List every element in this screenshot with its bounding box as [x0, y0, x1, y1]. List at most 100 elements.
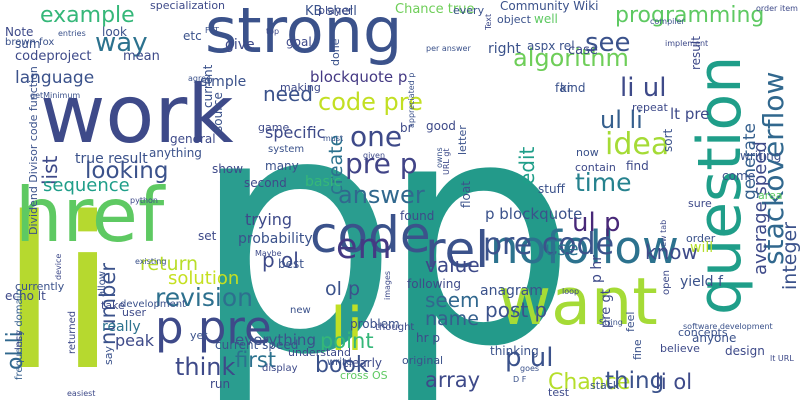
- cloud-word: hr p: [416, 331, 440, 345]
- cloud-word: images: [383, 270, 392, 300]
- cloud-word: many: [265, 159, 299, 173]
- cloud-word: sure: [688, 197, 712, 210]
- cloud-word: give: [225, 37, 255, 53]
- cloud-word: following: [407, 277, 461, 291]
- cloud-word: URL gt: [442, 148, 451, 175]
- cloud-word: etc: [183, 29, 202, 43]
- cloud-word: li: [0, 172, 117, 400]
- cloud-word: contain: [575, 161, 616, 174]
- cloud-word: true result: [75, 151, 148, 167]
- cloud-word: know: [645, 240, 698, 264]
- cloud-word: source: [211, 92, 225, 132]
- cloud-word: li ul: [620, 73, 667, 103]
- cloud-word: ul p: [572, 208, 621, 238]
- cloud-word: device: [54, 253, 63, 280]
- cloud-word: loop: [562, 287, 580, 296]
- cloud-word: making: [280, 81, 321, 94]
- cloud-word: system: [268, 144, 305, 155]
- cloud-word: less: [14, 330, 25, 350]
- cloud-word: getMinimum: [30, 91, 81, 100]
- cloud-word: top: [266, 27, 280, 36]
- cloud-word: yet: [190, 329, 208, 342]
- cloud-word: code pre: [318, 88, 423, 116]
- cloud-word: development: [120, 299, 186, 310]
- cloud-word: see: [585, 28, 631, 58]
- cloud-word: nofollow: [490, 221, 679, 274]
- cloud-word: pre p: [345, 147, 418, 180]
- cloud-word: player: [318, 4, 353, 17]
- cloud-word: take: [101, 299, 125, 312]
- cloud-word: li: [330, 295, 364, 365]
- cloud-word: href: [15, 171, 165, 259]
- cloud-word: will: [690, 240, 714, 256]
- cloud-word: blockquote p: [310, 68, 408, 86]
- cloud-word: aspx rel: [527, 39, 575, 53]
- cloud-word: algorithm: [513, 44, 629, 72]
- cloud-word: best: [278, 257, 304, 271]
- cloud-word: thing: [605, 368, 665, 394]
- cloud-word: say: [102, 346, 115, 365]
- cloud-word: anagram: [480, 283, 543, 299]
- cloud-word: em: [336, 227, 392, 267]
- cloud-word: area: [758, 189, 783, 202]
- cloud-word: p hr: [589, 255, 605, 283]
- cloud-word: pre code: [483, 227, 615, 262]
- cloud-word: find: [626, 159, 649, 173]
- cloud-word: sort: [661, 128, 675, 152]
- cloud-word: sum: [15, 37, 41, 51]
- cloud-word: idea: [605, 127, 670, 162]
- cloud-word: integer: [779, 221, 800, 290]
- cloud-word: now: [576, 146, 599, 159]
- cloud-word: per answer: [426, 44, 471, 53]
- cloud-word: first: [235, 348, 277, 372]
- cloud-word: agree: [188, 74, 211, 83]
- cloud-word: post p: [485, 298, 548, 322]
- cloud-word: revision: [155, 283, 253, 312]
- cloud-word: write: [327, 357, 353, 368]
- cloud-word: value: [425, 253, 480, 277]
- cloud-word: display: [262, 363, 298, 374]
- cloud-word: game: [258, 121, 290, 134]
- cloud-word: run: [210, 377, 231, 391]
- cloud-word: stuff: [538, 182, 565, 196]
- cloud-word: letter: [456, 125, 469, 155]
- cloud-word: point: [320, 329, 374, 353]
- cloud-word: mean: [123, 49, 160, 64]
- cloud-word: case: [568, 43, 598, 58]
- cloud-word: look: [102, 25, 127, 39]
- cloud-word: br: [400, 121, 413, 135]
- cloud-word: entries: [58, 29, 86, 38]
- cloud-word: KB shell: [305, 4, 357, 19]
- cloud-word: Chance: [548, 370, 631, 395]
- cloud-word: answer: [338, 181, 425, 209]
- cloud-word: ul li: [600, 106, 643, 134]
- cloud-word: cross OS: [340, 369, 388, 382]
- cloud-word: p: [190, 43, 400, 400]
- cloud-word: general: [170, 132, 216, 146]
- cloud-word: really: [102, 319, 141, 335]
- cloud-word: stack: [590, 379, 620, 392]
- cloud-word: think: [175, 353, 236, 381]
- cloud-word: anything: [149, 146, 202, 160]
- cloud-word: python: [130, 196, 158, 205]
- cloud-word: concepts: [678, 326, 728, 339]
- cloud-word: order: [686, 232, 716, 245]
- cloud-word: seem: [425, 288, 480, 312]
- cloud-word: basic: [305, 174, 342, 190]
- cloud-word: feel: [624, 311, 637, 332]
- cloud-word: understand: [288, 346, 351, 359]
- cloud-word: lt URL: [770, 354, 794, 363]
- cloud-word: one: [350, 120, 403, 153]
- cloud-word: existing: [135, 257, 167, 266]
- cloud-word: echo lt: [5, 289, 46, 303]
- cloud-word: code: [310, 206, 431, 264]
- cloud-word: currently: [15, 280, 65, 293]
- cloud-word: programming: [615, 3, 765, 28]
- cloud-word: implement: [665, 39, 709, 48]
- cloud-word: way: [95, 28, 148, 58]
- cloud-word: fine: [631, 339, 644, 360]
- cloud-word: test: [548, 386, 570, 399]
- cloud-word: owns: [435, 147, 444, 168]
- cloud-word: book: [315, 353, 369, 378]
- cloud-word: well: [534, 12, 558, 26]
